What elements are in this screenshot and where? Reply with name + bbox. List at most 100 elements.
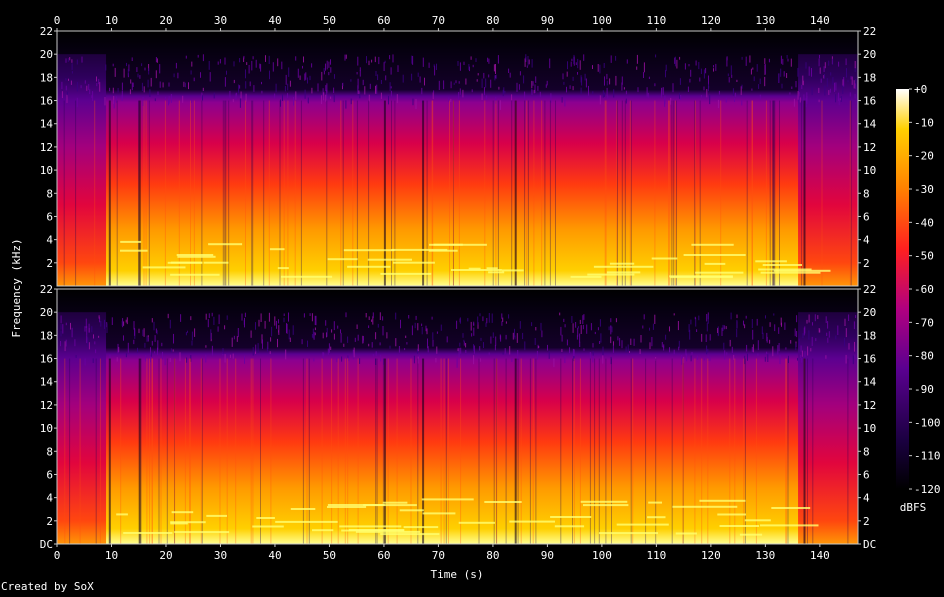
x-tick-label-top: 70 [432,14,445,27]
y-tick-label-left: 20 [40,48,53,61]
y-tick-label-right: 8 [863,445,870,458]
y-tick-label-left: 10 [40,164,53,177]
y-tick-label-left: DC [40,538,53,551]
y-tick-label-right: 16 [863,353,876,366]
y-tick-label-right: 22 [863,25,876,38]
transient-streaks [64,358,849,545]
y-tick-label-right: 12 [863,141,876,154]
y-tick-label-right: 10 [863,422,876,435]
y-tick-label-left: 6 [46,468,53,481]
dropout-line [383,100,386,287]
credit-text: Created by SoX [1,580,94,593]
x-tick-label-bottom: 50 [323,549,336,562]
x-tick-label-top: 140 [810,14,830,27]
dropout-line [803,358,806,545]
y-tick-label-right: 2 [863,515,870,528]
x-tick-label-top: 90 [541,14,554,27]
y-tick-label-left: 14 [40,376,54,389]
colorbar-tick-label: -30 [914,183,934,196]
x-tick-label-top: 100 [592,14,612,27]
x-tick-label-bottom: 30 [214,549,227,562]
colorbar: dBFS +0 -10 -20 -30 -40 -50 -60 -70 -80 -90 -100 -1… [896,83,941,514]
x-tick-label-bottom: 120 [701,549,721,562]
dropout-line [108,358,111,545]
y-tick-label-right: 10 [863,164,876,177]
y-tick-label-right: 22 [863,283,876,296]
x-tick-label-top: 0 [54,14,61,27]
x-tick-label-top: 80 [486,14,499,27]
x-tick-label-bottom: 100 [592,549,612,562]
y-tick-label-left: 4 [46,234,53,247]
y-tick-label-right: 4 [863,234,870,247]
high-freq-speckle [61,54,856,110]
y-tick-label-right: 16 [863,95,876,108]
y-tick-label-left: 22 [40,25,53,38]
x-tick-label-top: 130 [755,14,775,27]
x-tick-label-bottom: 110 [646,549,666,562]
dropout-line [138,100,141,287]
y-tick-label-left: 2 [46,257,53,270]
x-tick-label-top: 60 [377,14,390,27]
y-tick-label-right: 18 [863,71,876,84]
y-tick-label-left: 12 [40,141,53,154]
x-tick-label-top: 50 [323,14,336,27]
y-tick-label-right: 20 [863,306,876,319]
panel-border [56,30,859,287]
y-tick-label-left: 16 [40,95,53,108]
colorbar-label: dBFS [900,501,927,514]
x-tick-label-bottom: 60 [377,549,390,562]
colorbar-tick-label: -100 [914,416,941,429]
spectrogram-panels [56,30,859,545]
y-tick-label-right: DC [863,538,876,551]
x-tick-label-top: 30 [214,14,227,27]
x-tick-label-bottom: 40 [268,549,281,562]
y-tick-label-left: 6 [46,210,53,223]
x-tick-label-top: 40 [268,14,281,27]
harmonic-lines [116,498,819,536]
y-tick-label-left: 12 [40,399,53,412]
channel-panel-lower [56,288,859,545]
y-tick-label-left: 18 [40,329,53,342]
x-tick-label-top: 10 [105,14,118,27]
y-tick-label-left: 16 [40,353,53,366]
colorbar-tick-label: -20 [914,150,934,163]
spectrogram-body [57,289,858,544]
y-tick-label-right: 14 [863,118,877,131]
colorbar-tick-label: -50 [914,250,934,263]
colorbar-tick-label: -10 [914,116,934,129]
x-tick-label-bottom: 140 [810,549,830,562]
high-freq-speckle [60,312,857,368]
colorbar-gradient [896,89,909,489]
x-tick-label-bottom: 80 [486,549,499,562]
x-tick-label-top: 120 [701,14,721,27]
y-tick-label-right: 18 [863,329,876,342]
transient-streaks [63,100,852,287]
y-tick-label-right: 14 [863,376,877,389]
y-tick-label-left: 8 [46,187,53,200]
colorbar-tick-label: -120 [914,483,941,496]
x-tick-label-top: 110 [646,14,666,27]
y-tick-label-right: 2 [863,257,870,270]
x-tick-label-top: 20 [159,14,172,27]
x-tick-label-bottom: 20 [159,549,172,562]
x-tick-label-bottom: 90 [541,549,554,562]
y-tick-label-left: 20 [40,306,53,319]
colorbar-tick-label: -90 [914,383,934,396]
y-tick-label-left: 22 [40,283,53,296]
x-tick-label-bottom: 130 [755,549,775,562]
dropout-line [514,358,517,545]
colorbar-tick-label: -40 [914,216,934,229]
y-tick-label-left: 4 [46,492,53,505]
dropout-line [514,100,517,287]
spectrogram-body [57,31,858,286]
quiet-segment [798,54,858,286]
harmonic-lines [120,240,831,279]
x-tick-label-bottom: 0 [54,549,61,562]
dropout-line [803,100,806,287]
y-tick-label-right: 6 [863,210,870,223]
x-tick-label-bottom: 10 [105,549,118,562]
dropout-line [138,358,141,545]
colorbar-tick-label: -80 [914,350,934,363]
